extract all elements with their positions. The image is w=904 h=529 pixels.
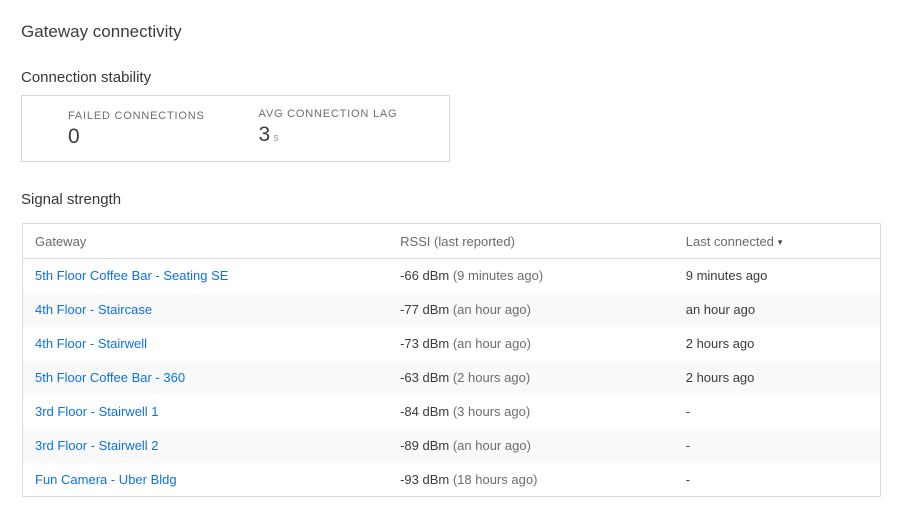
last-connected-value: - [685, 404, 691, 419]
gateway-link[interactable]: 4th Floor - Stairwell [35, 336, 147, 351]
table-body: 5th Floor Coffee Bar - Seating SE -66 dB… [22, 259, 881, 497]
column-header-gateway[interactable]: Gateway [22, 223, 389, 259]
column-header-last-connected-label: Last connected [685, 233, 774, 249]
table-row: Fun Camera - Uber Bldg -93 dBm (18 hours… [23, 463, 881, 497]
failed-connections-label: FAILED CONNECTIONS [68, 109, 205, 122]
last-connected-cell: - [674, 463, 881, 497]
last-connected-value: an hour ago [685, 302, 756, 317]
table-row: 3rd Floor - Stairwell 1 -84 dBm (3 hours… [23, 395, 881, 429]
gateway-cell: 4th Floor - Staircase [23, 293, 389, 327]
last-connected-value: 2 hours ago [685, 370, 755, 385]
gateway-link[interactable]: 3rd Floor - Stairwell 2 [35, 438, 159, 453]
sort-descending-icon: ▾ [777, 236, 783, 247]
gateway-link[interactable]: Fun Camera - Uber Bldg [35, 471, 177, 487]
failed-connections-number: 0 [68, 124, 80, 148]
rssi-value: -77 dBm [400, 302, 450, 317]
gateway-cell: Fun Camera - Uber Bldg [23, 463, 389, 497]
connection-stability-panel: FAILED CONNECTIONS 0 AVG CONNECTION LAG … [21, 95, 450, 162]
page-title: Gateway connectivity [21, 22, 182, 41]
gateway-link[interactable]: 3rd Floor - Stairwell 1 [35, 404, 159, 419]
failed-connections-stat: FAILED CONNECTIONS 0 [68, 110, 259, 148]
rssi-ago: (an hour ago) [452, 438, 531, 453]
gateway-cell: 5th Floor Coffee Bar - 360 [23, 361, 389, 395]
gateway-connectivity-page: Gateway connectivity Connection stabilit… [0, 22, 904, 497]
gateway-link[interactable]: 5th Floor Coffee Bar - Seating SE [35, 268, 229, 284]
rssi-value: -73 dBm [400, 336, 450, 351]
rssi-cell: -66 dBm (9 minutes ago) [388, 259, 674, 293]
rssi-cell: -63 dBm (2 hours ago) [388, 361, 674, 395]
last-connected-cell: an hour ago [674, 293, 881, 327]
rssi-cell: -89 dBm (an hour ago) [388, 429, 674, 463]
rssi-cell: -84 dBm (3 hours ago) [388, 395, 674, 429]
rssi-ago: (2 hours ago) [452, 370, 531, 385]
table-header-row: Gateway RSSI (last reported) Last connec… [22, 223, 881, 259]
last-connected-cell: - [674, 429, 881, 463]
table-row: 5th Floor Coffee Bar - Seating SE -66 dB… [23, 259, 881, 293]
last-connected-value: - [685, 471, 691, 487]
rssi-value: -63 dBm [400, 370, 450, 385]
gateway-cell: 3rd Floor - Stairwell 2 [23, 429, 389, 463]
last-connected-value: - [685, 438, 691, 453]
rssi-ago: (18 hours ago) [452, 471, 538, 487]
table-row: 5th Floor Coffee Bar - 360 -63 dBm (2 ho… [22, 360, 881, 395]
gateway-cell: 4th Floor - Stairwell [23, 327, 389, 361]
last-connected-cell: 2 hours ago [674, 327, 881, 361]
gateway-cell: 3rd Floor - Stairwell 1 [23, 395, 389, 429]
rssi-value: -66 dBm [400, 268, 450, 284]
table-row: 4th Floor - Stairwell -73 dBm (an hour a… [23, 327, 881, 361]
rssi-ago: (9 minutes ago) [452, 268, 544, 284]
column-header-rssi[interactable]: RSSI (last reported) [388, 223, 674, 259]
gateway-link[interactable]: 5th Floor Coffee Bar - 360 [35, 370, 186, 385]
last-connected-value: 2 hours ago [685, 336, 755, 351]
rssi-ago: (an hour ago) [452, 302, 531, 317]
gateway-link[interactable]: 4th Floor - Staircase [35, 302, 153, 317]
last-connected-cell: 9 minutes ago [674, 259, 881, 293]
avg-connection-lag-label: AVG CONNECTION LAG [258, 108, 398, 120]
signal-strength-table: Gateway RSSI (last reported) Last connec… [22, 223, 881, 497]
rssi-ago: (an hour ago) [452, 336, 531, 351]
last-connected-value: 9 minutes ago [685, 268, 768, 284]
avg-connection-lag-number: 3 [258, 123, 271, 146]
table-header: Gateway RSSI (last reported) Last connec… [22, 223, 881, 259]
rssi-cell: -73 dBm (an hour ago) [388, 327, 674, 361]
rssi-cell: -77 dBm (an hour ago) [388, 293, 674, 327]
failed-connections-value: 0 [68, 124, 259, 148]
table-row: 3rd Floor - Stairwell 2 -89 dBm (an hour… [22, 428, 881, 463]
connection-stability-heading: Connection stability [21, 69, 152, 86]
signal-strength-heading: Signal strength [21, 191, 122, 208]
rssi-ago: (3 hours ago) [452, 404, 531, 419]
rssi-value: -84 dBm [400, 404, 450, 419]
rssi-cell: -93 dBm (18 hours ago) [388, 463, 674, 497]
rssi-value: -89 dBm [400, 438, 450, 453]
gateway-cell: 5th Floor Coffee Bar - Seating SE [23, 259, 389, 293]
last-connected-cell: - [674, 395, 881, 429]
rssi-value: -93 dBm [400, 471, 450, 487]
avg-connection-lag-unit: s [273, 132, 279, 144]
last-connected-cell: 2 hours ago [674, 361, 881, 395]
table-row: 4th Floor - Staircase -77 dBm (an hour a… [22, 292, 881, 327]
column-header-last-connected[interactable]: Last connected ▾ [673, 223, 881, 259]
